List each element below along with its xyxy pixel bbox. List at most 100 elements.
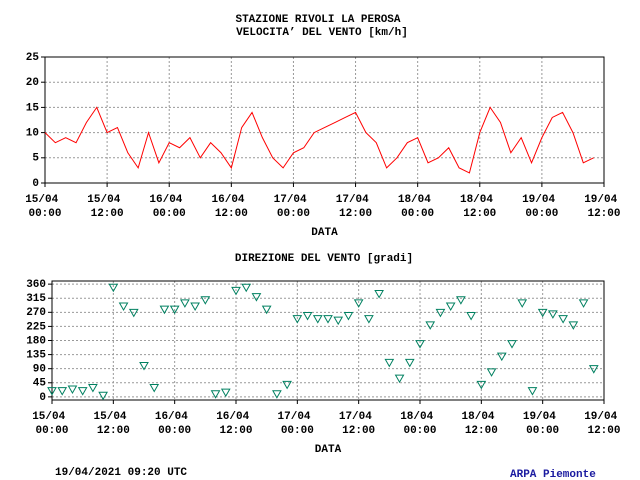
y-tick-label: 315	[26, 293, 46, 305]
x-tick-label: 16/04 00:00	[155, 411, 195, 437]
x-tick-label: 17/04 12:00	[336, 194, 376, 220]
plot-frame	[44, 56, 605, 184]
direction-marker	[456, 296, 466, 305]
x-tick-label: 15/04 00:00	[25, 194, 65, 220]
x-tick-label: 16/04 12:00	[216, 411, 256, 437]
direction-marker	[88, 383, 98, 393]
direction-marker	[527, 387, 538, 396]
direction-marker	[353, 299, 364, 308]
direction-marker	[220, 388, 231, 398]
x-tick-label: 15/04 12:00	[87, 194, 127, 220]
direction-marker	[568, 321, 579, 330]
direction-marker	[302, 311, 313, 321]
direction-marker	[486, 368, 497, 377]
direction-marker	[578, 299, 589, 308]
direction-marker	[312, 315, 323, 324]
y-tick-label: 15	[26, 102, 40, 114]
direction-marker	[384, 358, 395, 368]
y-tick-label: 90	[33, 364, 46, 376]
x-tick-label: 19/04 12:00	[584, 194, 624, 220]
y-tick-label: 360	[26, 279, 46, 291]
y-tick-label: 20	[26, 77, 39, 89]
x-tick-label: 16/04 12:00	[212, 194, 252, 220]
direction-marker	[169, 305, 180, 315]
direction-marker	[251, 293, 262, 302]
y-tick-label: 225	[26, 321, 46, 333]
direction-marker	[323, 315, 333, 324]
direction-marker	[98, 391, 108, 401]
direction-marker	[292, 315, 303, 324]
timestamp: 19/04/2021 09:20 UTC	[55, 467, 187, 479]
chart-title: DIREZIONE DEL VENTO [gradi]	[235, 253, 413, 265]
direction-marker	[466, 311, 476, 321]
x-tick-label: 17/04 12:00	[339, 411, 379, 437]
direction-marker	[231, 286, 241, 296]
x-tick-label: 19/04 00:00	[522, 194, 562, 220]
y-tick-label: 25	[26, 52, 40, 64]
direction-marker	[425, 321, 436, 330]
direction-marker	[282, 380, 292, 390]
chart-subtitle: VELOCITA’ DEL VENTO [km/h]	[236, 27, 408, 39]
direction-marker	[139, 362, 149, 371]
direction-marker	[415, 340, 425, 349]
direction-marker	[210, 390, 221, 399]
direction-marker	[548, 310, 558, 319]
chart-title: STAZIONE RIVOLI LA PEROSA	[235, 14, 400, 26]
direction-marker	[435, 308, 446, 318]
direction-marker	[190, 302, 200, 312]
direction-marker	[67, 385, 78, 395]
speed-line	[44, 106, 594, 174]
direction-marker	[159, 305, 170, 315]
y-tick-label: 10	[26, 128, 39, 140]
direction-marker	[272, 390, 282, 399]
direction-marker	[200, 296, 211, 305]
direction-marker	[241, 283, 252, 293]
y-tick-label: 135	[26, 349, 46, 361]
y-tick-label: 180	[26, 335, 46, 347]
direction-marker	[537, 308, 548, 318]
direction-marker	[507, 340, 517, 349]
direction-marker	[517, 299, 528, 308]
direction-marker	[333, 316, 344, 326]
x-tick-label: 18/04 00:00	[398, 194, 438, 220]
x-tick-label: 18/04 00:00	[400, 411, 440, 437]
direction-marker	[108, 283, 119, 293]
y-tick-label: 0	[32, 178, 39, 190]
direction-marker	[404, 358, 415, 368]
direction-marker	[261, 305, 272, 315]
direction-marker	[149, 383, 160, 393]
direction-marker	[394, 374, 405, 384]
x-tick-label: 19/04 00:00	[523, 411, 563, 437]
direction-marker	[180, 299, 190, 308]
x-tick-label: 18/04 12:00	[462, 411, 502, 437]
direction-marker	[374, 290, 384, 299]
x-tick-label: 19/04 12:00	[584, 411, 624, 437]
x-tick-label: 18/04 12:00	[460, 194, 500, 220]
direction-marker	[77, 387, 88, 396]
direction-marker	[364, 315, 374, 324]
x-axis-label: DATA	[311, 227, 338, 239]
direction-marker	[588, 365, 599, 374]
direction-marker	[47, 387, 57, 396]
y-tick-label: 5	[32, 153, 39, 165]
y-tick-label: 270	[26, 307, 46, 319]
direction-marker	[118, 302, 129, 312]
y-tick-label: 45	[33, 378, 47, 390]
direction-marker	[343, 311, 354, 321]
direction-marker	[496, 352, 507, 362]
direction-marker	[558, 315, 568, 324]
direction-marker	[476, 380, 487, 390]
direction-marker	[445, 302, 456, 312]
source: ARPA Piemonte	[510, 469, 596, 480]
direction-marker	[57, 387, 68, 396]
x-tick-label: 15/04 00:00	[32, 411, 72, 437]
plot-frame	[51, 280, 605, 401]
y-tick-label: 0	[39, 392, 46, 404]
x-tick-label: 15/04 12:00	[94, 411, 134, 437]
x-tick-label: 17/04 00:00	[274, 194, 314, 220]
x-tick-label: 17/04 00:00	[278, 411, 318, 437]
x-axis-label: DATA	[315, 444, 342, 456]
x-tick-label: 16/04 00:00	[149, 194, 189, 220]
direction-marker	[128, 308, 139, 318]
